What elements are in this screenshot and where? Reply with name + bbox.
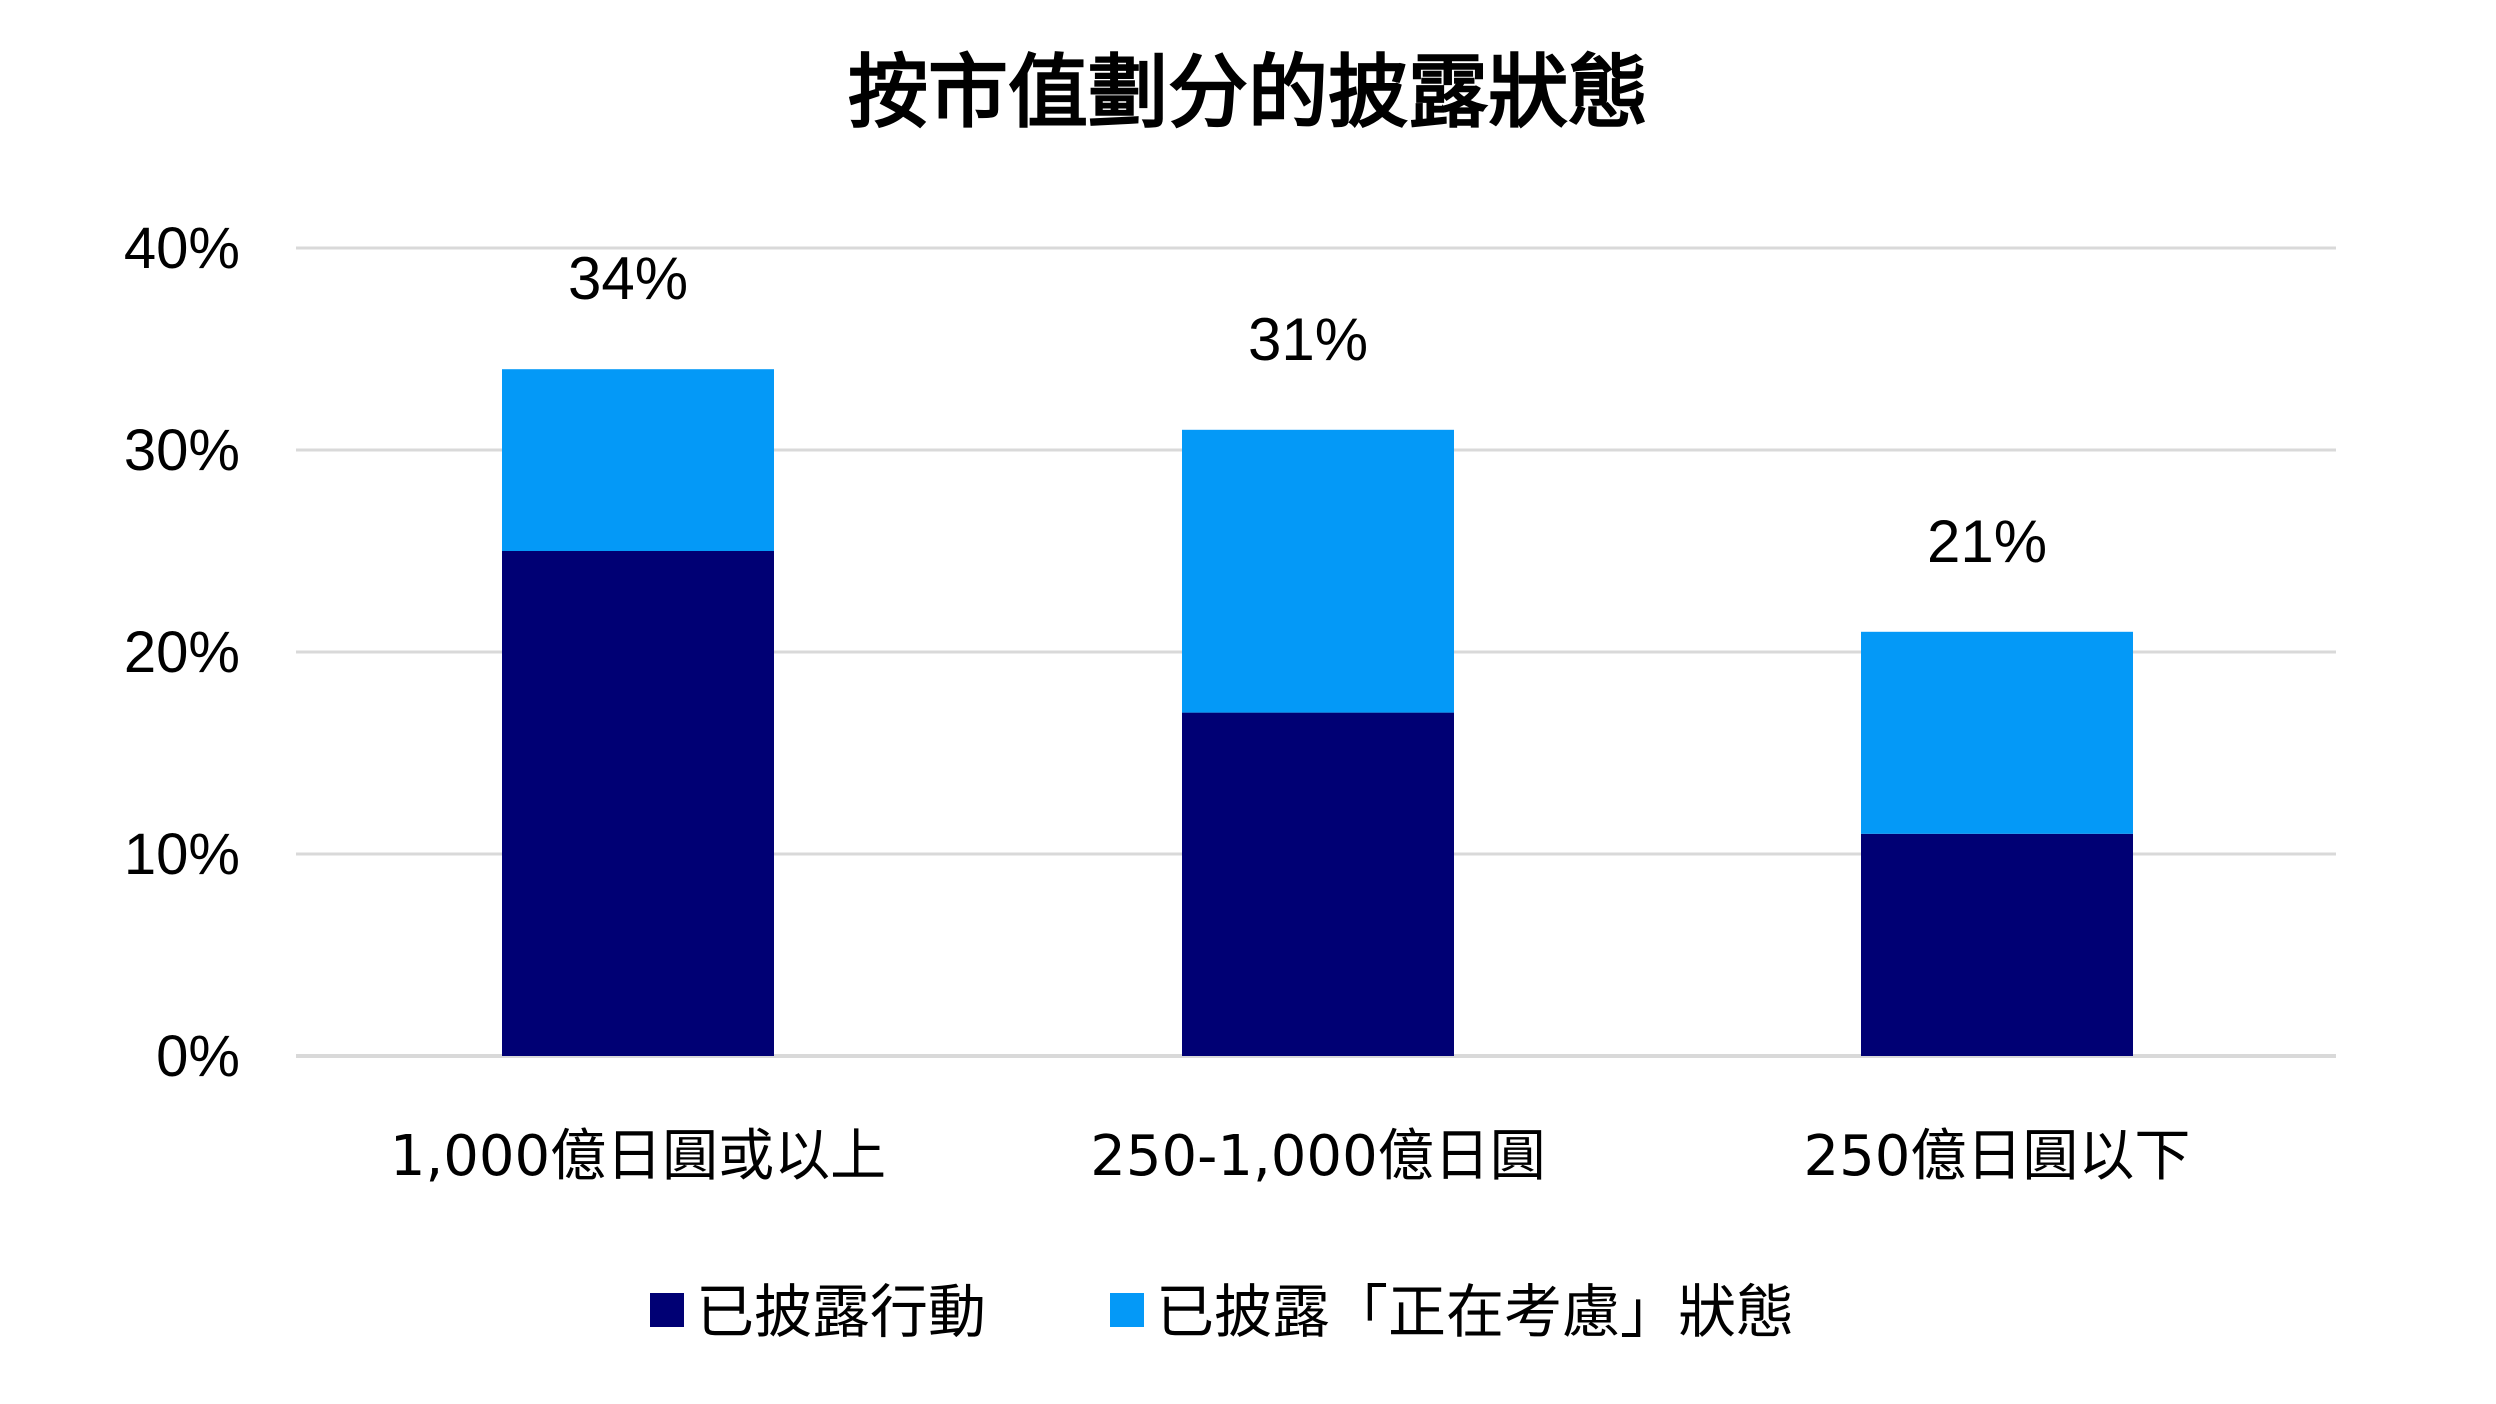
legend: 已披露行動 已披露「正在考慮」狀態 bbox=[650, 1278, 1794, 1346]
bar-segment-considering bbox=[502, 369, 774, 551]
bar-segment-considering bbox=[1182, 429, 1454, 713]
legend-label: 已披露行動 bbox=[696, 1278, 986, 1346]
total-label: 21% bbox=[1927, 508, 2047, 575]
y-axis-ticks: 0% 10% 20% 30% 40% bbox=[124, 216, 240, 1089]
legend-swatch bbox=[1110, 1293, 1144, 1327]
total-label: 31% bbox=[1248, 306, 1368, 373]
category-label: 250億日圓以下 bbox=[1804, 1124, 2191, 1189]
bars bbox=[502, 369, 2133, 1056]
x-axis-categories: 1,000億日圓或以上 250-1,000億日圓 250億日圓以下 bbox=[390, 1124, 2191, 1189]
legend-label: 已披露「正在考慮」狀態 bbox=[1156, 1278, 1794, 1346]
category-label: 250-1,000億日圓 bbox=[1090, 1124, 1545, 1189]
legend-item: 已披露「正在考慮」狀態 bbox=[1110, 1278, 1794, 1346]
y-tick-label: 40% bbox=[124, 216, 240, 281]
chart-title: 按市值劃分的披露狀態 bbox=[848, 46, 1648, 139]
total-label: 34% bbox=[568, 245, 688, 312]
y-tick-label: 20% bbox=[124, 620, 240, 685]
bar-segment-action bbox=[1861, 833, 2133, 1056]
legend-item: 已披露行動 bbox=[650, 1278, 986, 1346]
total-labels: 34% 31% 21% bbox=[568, 245, 2047, 575]
bar-segment-considering bbox=[1861, 631, 2133, 834]
y-tick-label: 10% bbox=[124, 822, 240, 887]
legend-swatch bbox=[650, 1293, 684, 1327]
y-tick-label: 30% bbox=[124, 418, 240, 483]
bar-segment-action bbox=[502, 551, 774, 1056]
bar-segment-action bbox=[1182, 712, 1454, 1056]
category-label: 1,000億日圓或以上 bbox=[390, 1124, 886, 1189]
y-tick-label: 0% bbox=[156, 1024, 240, 1089]
